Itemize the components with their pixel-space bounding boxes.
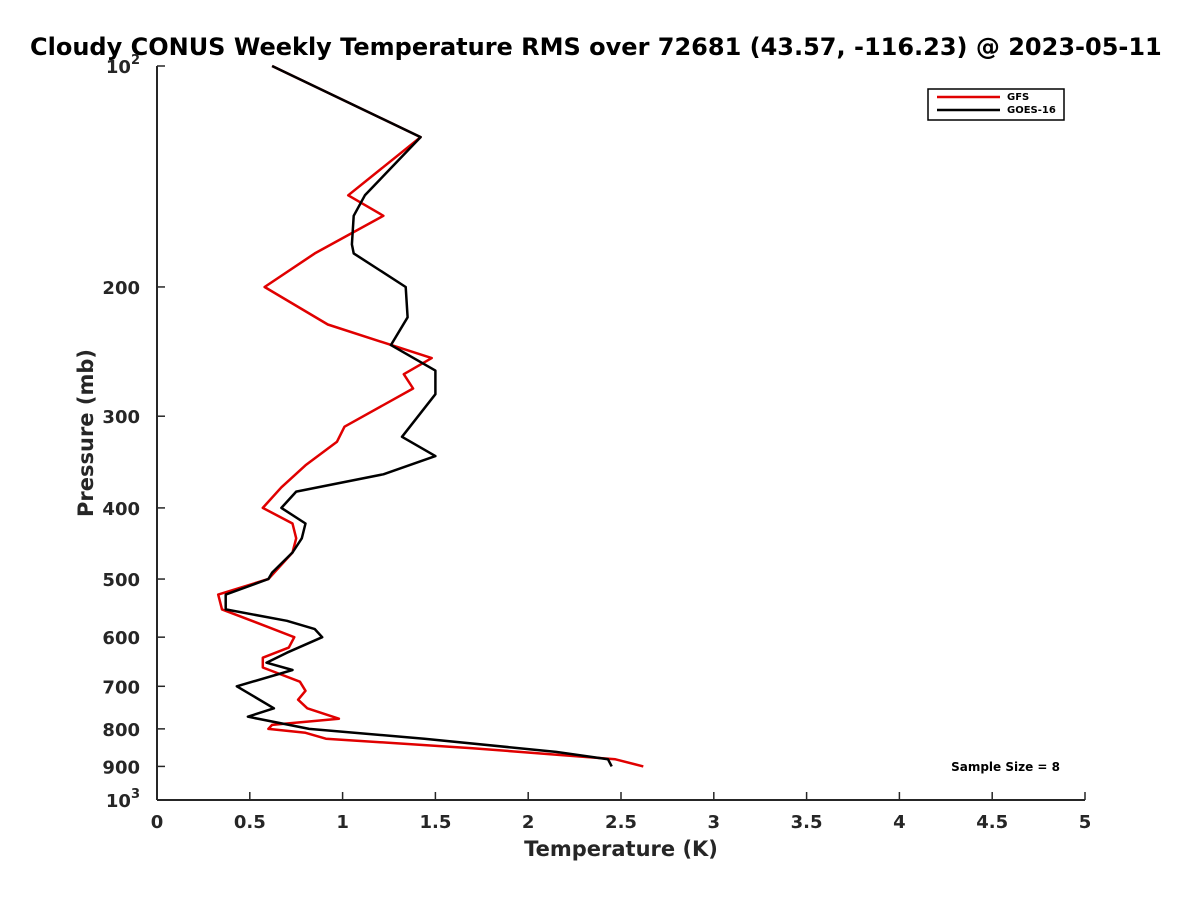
y-tick-label: 800 (102, 720, 140, 741)
legend-box (927, 88, 1065, 121)
series-line-goes16 (224, 64, 613, 767)
x-tick-label: 1 (336, 812, 349, 833)
x-tick-label: 2 (522, 812, 535, 833)
x-tick-label: 3.5 (791, 812, 823, 833)
y-tick-label: 900 (102, 757, 140, 778)
x-tick-label: 0.5 (234, 812, 266, 833)
y-tick-label: 700 (102, 677, 140, 698)
y-tick-label: 102 (106, 53, 140, 78)
x-tick-label: 2.5 (605, 812, 637, 833)
series-line-gfs (216, 64, 644, 768)
chart-title: Cloudy CONUS Weekly Temperature RMS over… (30, 33, 1162, 61)
x-tick-label: 4 (893, 812, 906, 833)
sample-size-annotation: Sample Size = 8 (951, 760, 1060, 774)
y-tick-label-base: 10 (106, 57, 131, 78)
x-tick-label: 0 (151, 812, 164, 833)
y-tick-label-base: 10 (106, 791, 131, 812)
x-tick-label: 3 (708, 812, 721, 833)
y-tick-label: 200 (102, 278, 140, 299)
x-tick-label: 5 (1079, 812, 1092, 833)
plot-area (156, 66, 1085, 801)
y-tick-label: 500 (102, 570, 140, 591)
y-tick-label: 103 (106, 787, 140, 812)
legend-label-goes16: GOES-16 (1007, 105, 1056, 116)
y-tick-label: 300 (102, 407, 140, 428)
y-tick-label-exponent: 2 (131, 53, 140, 68)
x-tick-label: 4.5 (976, 812, 1008, 833)
y-tick-label: 600 (102, 628, 140, 649)
legend: GFS GOES-16 (927, 88, 1065, 121)
x-ticks: 0 0.5 1 1.5 2 2.5 3 3.5 4 4.5 5 (151, 792, 1092, 833)
y-axis-label: Pressure (mb) (74, 349, 98, 517)
x-axis-label: Temperature (K) (524, 837, 718, 861)
series-lines (216, 64, 644, 768)
y-tick-label: 400 (102, 499, 140, 520)
legend-label-gfs: GFS (1007, 92, 1029, 103)
y-tick-label-exponent: 3 (131, 787, 140, 802)
x-tick-label: 1.5 (419, 812, 451, 833)
